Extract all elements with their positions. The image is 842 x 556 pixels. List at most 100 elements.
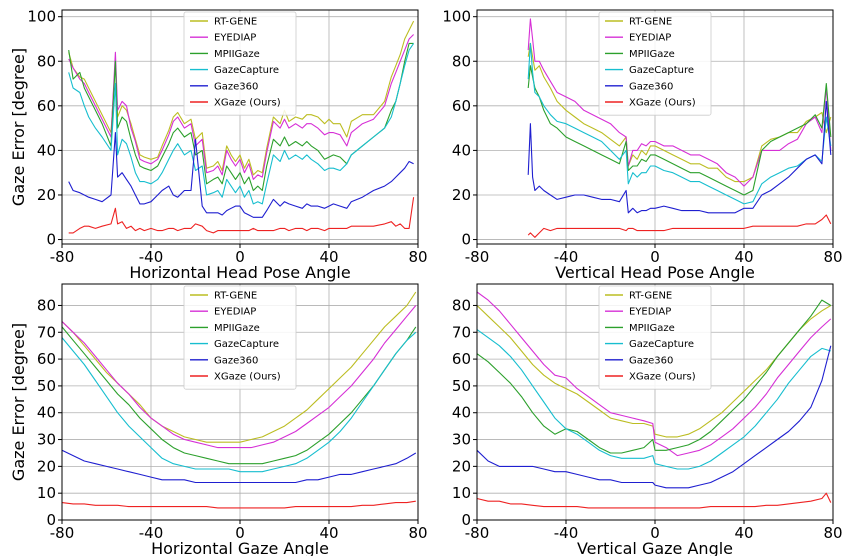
series-line-gazecapture xyxy=(476,329,831,470)
legend-box xyxy=(183,285,297,390)
series-line-rt-gene xyxy=(68,20,415,176)
legend-label: Gaze360 xyxy=(214,355,258,366)
y-tick-label: 70 xyxy=(452,323,471,341)
x-tick-label: -40 xyxy=(139,524,164,542)
x-tick-label: 0 xyxy=(650,248,660,266)
y-tick-label: 60 xyxy=(452,350,471,368)
y-tick-label: 20 xyxy=(37,457,56,475)
legend: RT-GENE EYEDIAP MPIIGaze GazeCapture Gaze360… xyxy=(598,285,712,390)
series-line-gaze360 xyxy=(476,345,832,489)
x-tick-label: 40 xyxy=(319,524,338,542)
y-axis-label: Gaze Error [degree] xyxy=(9,323,28,481)
x-tick-label: -80 xyxy=(50,248,75,266)
legend-box xyxy=(183,11,297,116)
chart-panel-1: -80 -40 0 40 80 0 20 40 60 80 100 Horizontal Head P… xyxy=(9,8,428,282)
legend-label: EYEDIAP xyxy=(214,307,256,318)
x-tick-label: 0 xyxy=(235,248,245,266)
series-line-xgaze-ours xyxy=(68,197,415,234)
x-tick-label: -40 xyxy=(139,248,164,266)
y-tick-label: 40 xyxy=(452,404,471,422)
y-tick-label: 80 xyxy=(37,52,56,70)
x-tick-label: 0 xyxy=(235,524,245,542)
series-line-mpiigaze xyxy=(476,299,832,454)
x-tick-label: 80 xyxy=(823,524,842,542)
legend-label: Gaze360 xyxy=(629,81,673,92)
legend-label: XGaze (Ours) xyxy=(629,372,696,383)
series-line-xgaze-ours xyxy=(476,492,832,509)
y-tick-label: 80 xyxy=(452,296,471,314)
legend-label: EYEDIAP xyxy=(629,33,671,44)
legend: RT-GENE EYEDIAP MPIIGaze GazeCapture Gaze360… xyxy=(183,285,297,390)
y-tick-label: 20 xyxy=(37,186,56,204)
y-tick-label: 60 xyxy=(37,350,56,368)
legend-label: EYEDIAP xyxy=(214,33,256,44)
x-tick-label: 0 xyxy=(650,524,660,542)
y-tick-label: 20 xyxy=(452,186,471,204)
x-axis-label: Horizontal Gaze Angle xyxy=(151,539,329,556)
chart-panel-2: -80 -40 0 40 80 0 20 40 60 80 100 Vertical Head Pos… xyxy=(442,8,842,282)
series-line-eyediap xyxy=(527,18,832,187)
chart-panel-4: -80 -40 0 40 80 0 10 20 30 40 50 60 70 80 Vertical Gaz… xyxy=(452,283,842,556)
series-line-xgaze-ours xyxy=(61,500,416,509)
x-tick-label: 80 xyxy=(408,248,427,266)
legend-label: XGaze (Ours) xyxy=(214,372,281,383)
y-tick-label: 100 xyxy=(442,8,471,26)
legend-label: RT-GENE xyxy=(629,17,672,28)
series-line-mpiigaze xyxy=(61,326,417,465)
legend-label: MPIIGaze xyxy=(214,323,260,334)
legend-label: MPIIGaze xyxy=(629,49,675,60)
x-tick-label: -40 xyxy=(554,524,579,542)
y-tick-label: 80 xyxy=(37,296,56,314)
legend-label: GazeCapture xyxy=(214,65,279,76)
legend: RT-GENE EYEDIAP MPIIGaze GazeCapture Gaze360… xyxy=(183,11,297,116)
legend-label: MPIIGaze xyxy=(214,49,260,60)
y-tick-label: 60 xyxy=(37,97,56,115)
y-tick-label: 0 xyxy=(461,511,471,529)
series-line-gaze360 xyxy=(68,132,414,218)
x-tick-label: 80 xyxy=(823,248,842,266)
y-tick-label: 50 xyxy=(37,377,56,395)
legend-label: RT-GENE xyxy=(629,291,672,302)
x-tick-label: 80 xyxy=(408,524,427,542)
y-tick-label: 70 xyxy=(37,323,56,341)
x-tick-label: -40 xyxy=(554,248,579,266)
y-tick-label: 10 xyxy=(37,484,56,502)
y-tick-label: 20 xyxy=(452,457,471,475)
y-tick-label: 40 xyxy=(37,404,56,422)
y-tick-label: 10 xyxy=(452,484,471,502)
x-tick-label: 40 xyxy=(734,524,753,542)
series-line-xgaze-ours xyxy=(527,214,832,238)
legend-label: RT-GENE xyxy=(214,291,257,302)
y-tick-label: 30 xyxy=(37,431,56,449)
legend-label: MPIIGaze xyxy=(629,323,675,334)
y-tick-label: 50 xyxy=(452,377,471,395)
legend-label: RT-GENE xyxy=(214,17,257,28)
series-line-gazecapture xyxy=(68,43,415,205)
legend-box xyxy=(598,285,712,390)
chart-panel-3: -80 -40 0 40 80 0 10 20 30 40 50 60 70 80 Horizontal G… xyxy=(9,283,428,556)
series-line-gazecapture xyxy=(527,42,832,205)
x-tick-label: -80 xyxy=(50,524,75,542)
legend: RT-GENE EYEDIAP MPIIGaze GazeCapture Gaze360… xyxy=(598,11,712,116)
series-line-gaze360 xyxy=(61,449,417,484)
y-tick-label: 60 xyxy=(452,97,471,115)
series-line-gazecapture xyxy=(61,331,417,473)
legend-label: EYEDIAP xyxy=(629,307,671,318)
y-tick-label: 0 xyxy=(46,511,56,529)
x-tick-label: 40 xyxy=(734,248,753,266)
series-line-gaze360 xyxy=(527,100,832,214)
x-tick-label: -80 xyxy=(465,248,490,266)
legend-label: XGaze (Ours) xyxy=(214,98,281,109)
series-line-eyediap xyxy=(68,34,414,180)
legend-box xyxy=(598,11,712,116)
y-tick-label: 100 xyxy=(27,8,56,26)
y-tick-label: 40 xyxy=(37,141,56,159)
y-tick-label: 30 xyxy=(452,431,471,449)
x-tick-label: 40 xyxy=(319,248,338,266)
y-axis-label: Gaze Error [degree] xyxy=(9,48,28,206)
x-tick-label: -80 xyxy=(465,524,490,542)
series-line-mpiigaze xyxy=(68,42,414,192)
y-tick-label: 80 xyxy=(452,52,471,70)
y-tick-label: 0 xyxy=(46,231,56,249)
